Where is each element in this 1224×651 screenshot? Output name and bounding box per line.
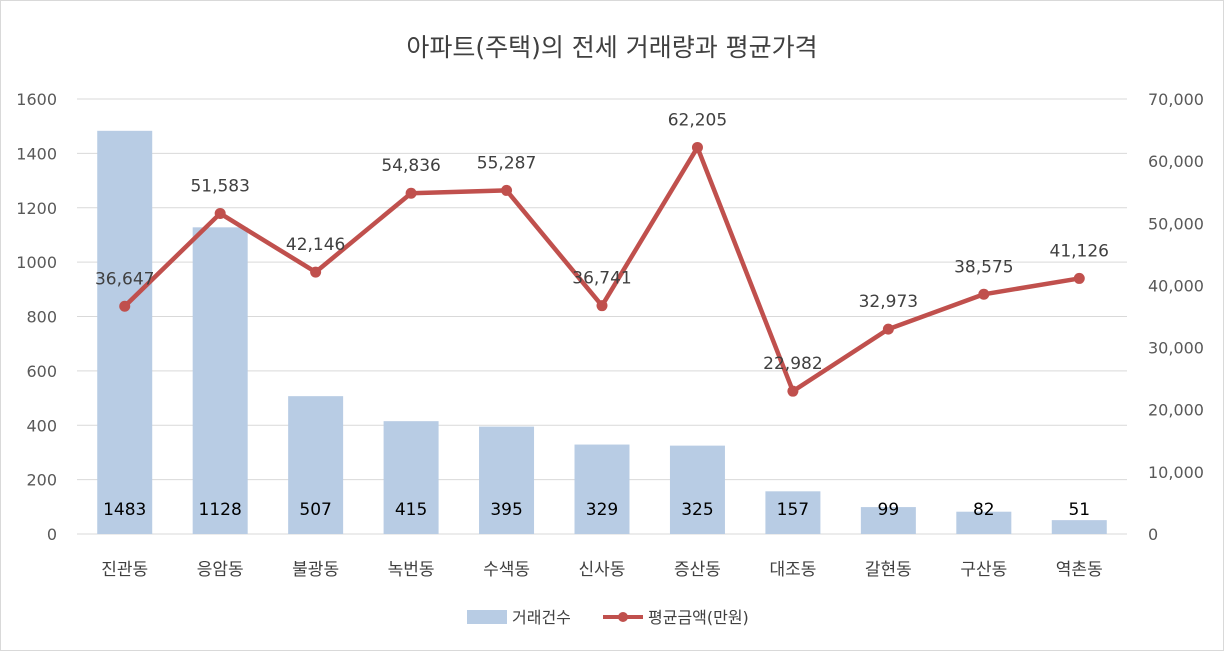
left-axis-tick: 600 [26,362,57,381]
right-axis-tick: 20,000 [1148,401,1204,420]
line-data-label: 55,287 [477,153,536,173]
line-data-label: 54,836 [381,156,440,176]
line-data-label: 41,126 [1050,241,1109,261]
line-point [501,184,513,196]
bar [192,227,248,534]
category-label: 역촌동 [1056,560,1103,580]
legend-swatch-marker [618,612,628,622]
bar-data-label: 507 [299,500,331,520]
left-axis-tick: 800 [26,308,57,327]
legend-label-line: 평균금액(만원) [648,608,749,627]
left-axis-tick: 200 [26,471,57,490]
bar [574,444,630,534]
left-axis-tick: 1200 [16,199,57,218]
axis-labels: 0 200 400 600 800 1000 1200 1400 1600 0 10,000 20,0… [16,90,1204,580]
line-point [405,187,417,199]
line-data-label: 32,973 [859,292,918,312]
line-point [1073,272,1085,284]
line-data-label: 22,982 [763,354,822,374]
bar-data-label: 1128 [199,500,242,520]
bar [765,491,821,534]
category-label: 갈현동 [865,560,912,580]
category-label: 불광동 [292,560,339,580]
bar [956,511,1012,534]
category-label: 신사동 [579,560,626,580]
category-label: 대조동 [769,560,816,580]
category-label: 진관동 [101,560,148,580]
line-point [882,323,894,335]
line-data-label: 36,647 [95,269,154,289]
bar [669,445,725,534]
line-data-label: 62,205 [668,110,727,130]
left-axis-tick: 1000 [16,253,57,272]
bar-data-label: 157 [777,500,809,520]
left-axis-tick: 1600 [16,90,57,109]
bar [1051,520,1107,534]
right-axis-tick: 0 [1148,525,1158,544]
left-axis-tick: 1400 [16,144,57,163]
category-label: 녹번동 [388,560,435,580]
right-axis-tick: 30,000 [1148,339,1204,358]
line-point [787,385,799,397]
right-axis-tick: 60,000 [1148,152,1204,171]
line-point [596,300,608,312]
line-point [119,300,131,312]
chart-title: 아파트(주택)의 전세 거래량과 평균가격 [406,33,817,62]
category-label: 구산동 [960,560,1007,580]
category-label: 수색동 [483,560,530,580]
bar-data-label: 51 [1068,500,1090,520]
right-axis-tick: 50,000 [1148,214,1204,233]
bar-data-label: 395 [490,500,522,520]
right-axis-tick: 10,000 [1148,463,1204,482]
bar [383,421,439,534]
line-data-label: 51,583 [190,176,249,196]
legend: 거래건수 평균금액(만원) [467,608,749,627]
legend-label-bar: 거래건수 [512,608,571,627]
left-axis-tick: 400 [26,416,57,435]
line-data-label: 36,741 [572,269,631,289]
line-data-label: 38,575 [954,257,1013,277]
bar-data-label: 99 [878,500,900,520]
bar-data-label: 329 [586,500,618,520]
line-point [310,266,322,278]
bar-data-label: 325 [681,500,713,520]
bar-data-label: 1483 [103,500,146,520]
left-axis-tick: 0 [47,525,57,544]
line-series: 36,647 51,583 42,146 54,836 55,287 36,741 62,2… [95,110,1109,397]
category-label: 증산동 [674,560,721,580]
bar-data-label: 82 [973,500,995,520]
legend-swatch-bar [467,610,507,624]
right-axis-tick: 40,000 [1148,276,1204,295]
bar [479,426,535,534]
bar-series: 1483 1128 507 415 395 329 325 157 99 82 51 [97,130,1107,534]
bar [97,130,153,534]
line-point [978,288,990,300]
line-point [214,207,226,219]
right-axis-tick: 70,000 [1148,90,1204,109]
line-data-label: 42,146 [286,235,345,255]
bar-data-label: 415 [395,500,427,520]
bar [288,396,344,534]
category-label: 응암동 [197,560,244,580]
line-point [691,141,703,153]
bar [860,507,916,534]
